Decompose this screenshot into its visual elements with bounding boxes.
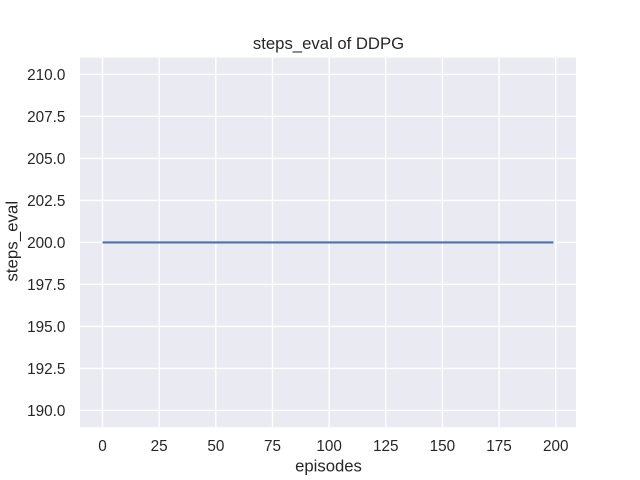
svg-text:0: 0 (98, 438, 107, 455)
svg-text:75: 75 (264, 438, 281, 455)
svg-text:50: 50 (207, 438, 224, 455)
svg-text:25: 25 (151, 438, 168, 455)
svg-text:steps_eval of DDPG: steps_eval of DDPG (253, 34, 404, 53)
svg-text:episodes: episodes (295, 457, 362, 476)
svg-text:200: 200 (543, 438, 569, 455)
svg-text:197.5: 197.5 (27, 277, 65, 294)
svg-text:205.0: 205.0 (27, 151, 65, 168)
svg-text:190.0: 190.0 (27, 403, 65, 420)
svg-text:210.0: 210.0 (27, 67, 65, 84)
svg-text:200.0: 200.0 (27, 235, 65, 252)
svg-text:202.5: 202.5 (27, 193, 65, 210)
svg-text:207.5: 207.5 (27, 109, 65, 126)
svg-text:192.5: 192.5 (27, 361, 65, 378)
svg-text:steps_eval: steps_eval (3, 201, 22, 282)
svg-text:100: 100 (316, 438, 342, 455)
svg-text:150: 150 (430, 438, 456, 455)
svg-text:175: 175 (486, 438, 512, 455)
svg-text:125: 125 (373, 438, 399, 455)
svg-text:195.0: 195.0 (27, 319, 65, 336)
